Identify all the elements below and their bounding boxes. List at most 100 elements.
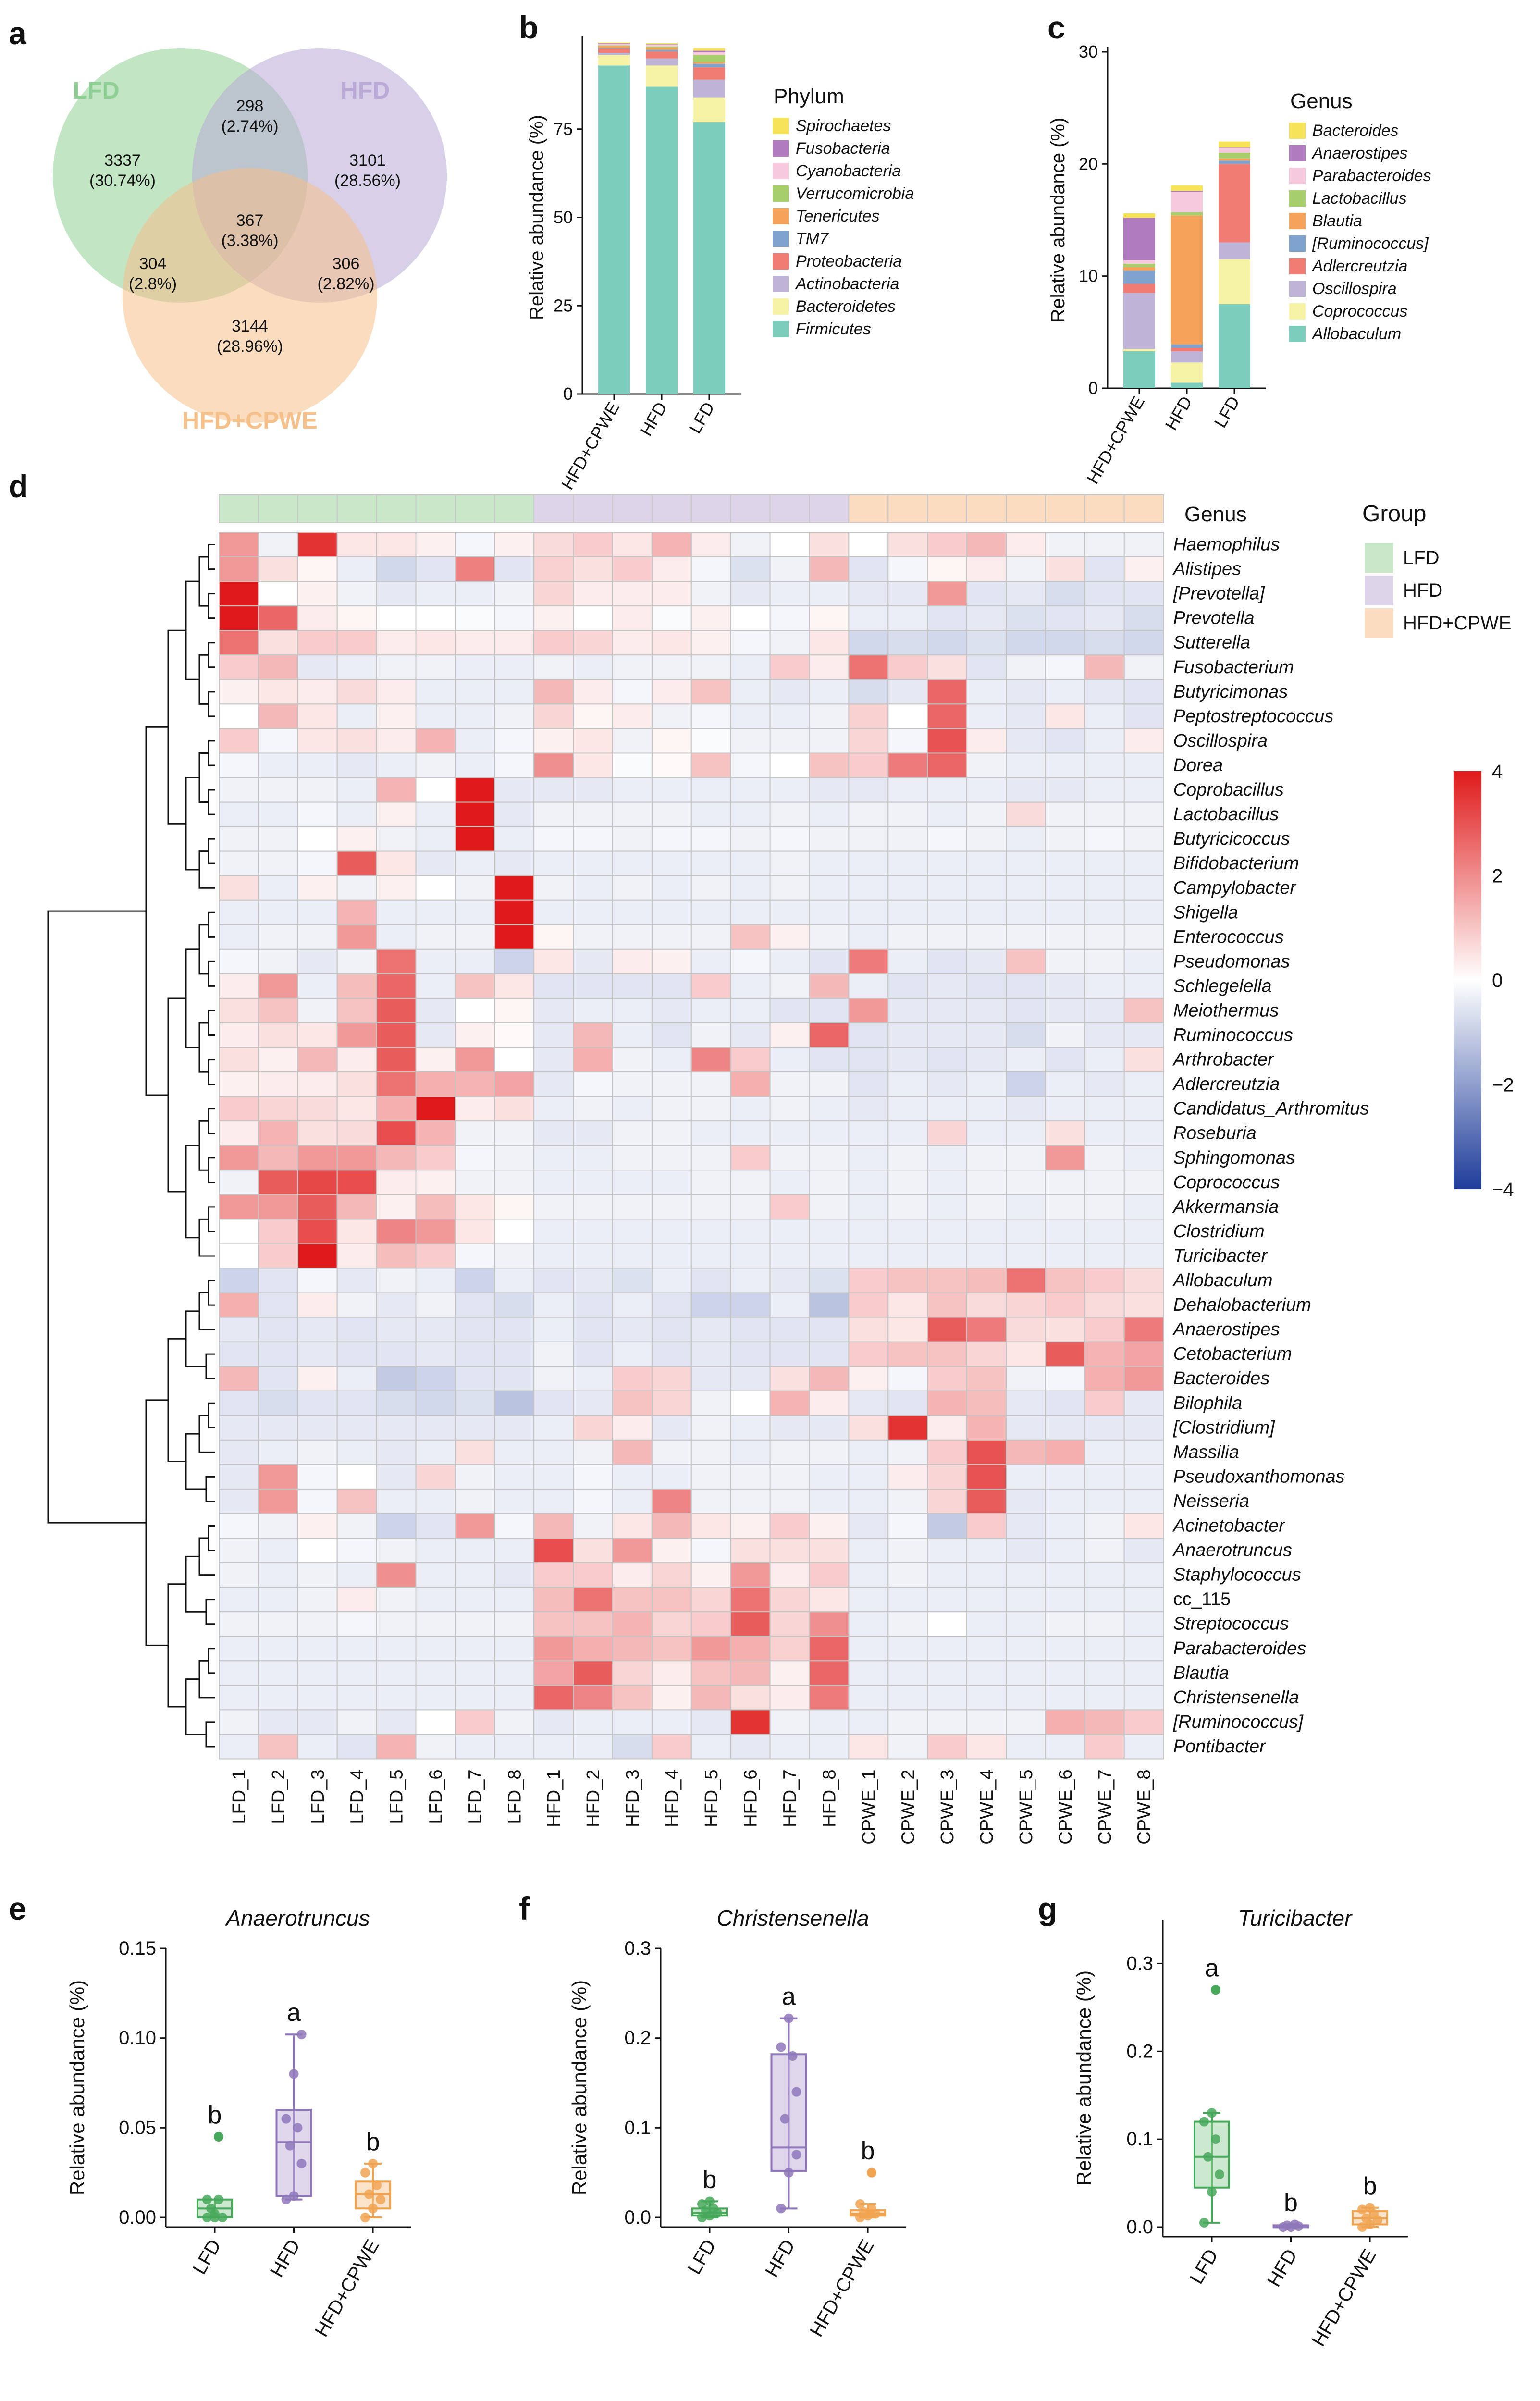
heatmap-cell (651, 1341, 692, 1367)
heatmap-cell (809, 1464, 850, 1490)
heatmap-row-label: Anaerostipes (1172, 1319, 1280, 1340)
heatmap-cell (887, 1047, 928, 1073)
heatmap-cell (415, 1145, 456, 1171)
heatmap-cell (730, 1685, 771, 1711)
heatmap-cell (494, 1636, 535, 1662)
heatmap-cell (730, 1268, 771, 1293)
heatmap-cell (376, 1292, 417, 1318)
heatmap-cell (258, 1709, 298, 1735)
heatmap-cell (887, 1219, 928, 1244)
y-axis-title: Relative abundance (%) (568, 1980, 591, 2195)
heatmap-cell (809, 1390, 850, 1416)
data-point (867, 2204, 877, 2214)
heatmap-cell (887, 875, 928, 901)
heatmap-cell (769, 1194, 810, 1220)
heatmap-cell (297, 1268, 338, 1293)
heatmap-cell (809, 1170, 850, 1195)
data-point (1199, 2117, 1209, 2127)
heatmap-cell (573, 1096, 613, 1122)
heatmap-cell (1123, 850, 1164, 876)
heatmap-cell (1084, 1734, 1125, 1760)
heatmap-cell (219, 997, 259, 1023)
heatmap-cell (1045, 752, 1085, 778)
heatmap-cell (219, 1341, 259, 1367)
heatmap-cell (690, 1243, 731, 1269)
heatmap-cell (1084, 1636, 1125, 1662)
heatmap-cell (651, 1685, 692, 1711)
heatmap-cell (848, 630, 889, 656)
heatmap-cell (573, 532, 613, 558)
heatmap-cell (809, 1071, 850, 1097)
heatmap-cell (769, 703, 810, 729)
heatmap-cell (455, 973, 495, 999)
heatmap-cell (415, 1734, 456, 1760)
heatmap-cell (573, 1538, 613, 1564)
heatmap-cell (1045, 679, 1085, 705)
heatmap-cell (376, 1513, 417, 1539)
heatmap-cell (1084, 1022, 1125, 1048)
significance-letter: b (861, 2137, 875, 2165)
heatmap-cell (848, 1562, 889, 1588)
box-iqr (275, 2109, 312, 2197)
heatmap-cell (848, 1047, 889, 1073)
heatmap-cell (1123, 1611, 1164, 1637)
heatmap-cell (258, 581, 298, 607)
group-annotation-cell (1045, 494, 1085, 523)
heatmap-cell (1084, 1611, 1125, 1637)
heatmap-cell (769, 1366, 810, 1391)
group-annotation-cell (848, 494, 889, 523)
heatmap-cell (769, 1611, 810, 1637)
heatmap-cell (809, 1587, 850, 1613)
colorbar-tick-label: 4 (1492, 761, 1503, 782)
heatmap-cell (494, 1439, 535, 1465)
heatmap-cell (612, 1415, 653, 1441)
heatmap-cell (1006, 924, 1046, 950)
group-legend-label: LFD (1403, 547, 1440, 568)
heatmap-cell (927, 630, 968, 656)
heatmap-cell (573, 1170, 613, 1195)
heatmap-cell (966, 1685, 1007, 1711)
heatmap-cell (219, 875, 259, 901)
data-point (285, 2141, 295, 2151)
heatmap-cell (966, 1120, 1007, 1146)
heatmap-row-label: Ruminococcus (1173, 1025, 1293, 1046)
heatmap-cell (651, 654, 692, 680)
heatmap-cell (1006, 728, 1046, 754)
heatmap-cell (927, 1268, 968, 1293)
heatmap-cell (1045, 1341, 1085, 1367)
heatmap-cell (769, 1636, 810, 1662)
legend-label: Firmicutes (796, 320, 871, 338)
heatmap-cell (927, 703, 968, 729)
y-axis-title: Relative abundance (%) (1047, 118, 1069, 323)
heatmap-cell (219, 899, 259, 925)
heatmap-cell (415, 1219, 456, 1244)
heatmap-cell (730, 1734, 771, 1760)
heatmap-cell (455, 1734, 495, 1760)
heatmap-cell (887, 1022, 928, 1048)
heatmap-cell (730, 997, 771, 1023)
heatmap-cell (376, 777, 417, 803)
heatmap-cell (1006, 1734, 1046, 1760)
heatmap-cell (376, 1022, 417, 1048)
heatmap-cell (848, 1243, 889, 1269)
heatmap-cell (415, 1390, 456, 1416)
heatmap-cell (927, 1341, 968, 1367)
heatmap-cell (927, 1292, 968, 1318)
heatmap-cell (455, 826, 495, 852)
heatmap-cell (455, 1145, 495, 1171)
heatmap-cell (219, 1439, 259, 1465)
heatmap-cell (1123, 1562, 1164, 1588)
heatmap-cell (494, 1562, 535, 1588)
heatmap-cell (494, 1611, 535, 1637)
heatmap-cell (1045, 1587, 1085, 1613)
heatmap-cell (887, 1734, 928, 1760)
heatmap-cell (966, 1562, 1007, 1588)
heatmap-cell (219, 1464, 259, 1490)
heatmap-cell (533, 532, 574, 558)
heatmap-cell (1006, 1488, 1046, 1514)
heatmap-cell (376, 654, 417, 680)
heatmap-cell (219, 1611, 259, 1637)
data-point (281, 2194, 291, 2204)
dendrogram-branch (47, 910, 146, 1524)
heatmap-cell (455, 1194, 495, 1220)
